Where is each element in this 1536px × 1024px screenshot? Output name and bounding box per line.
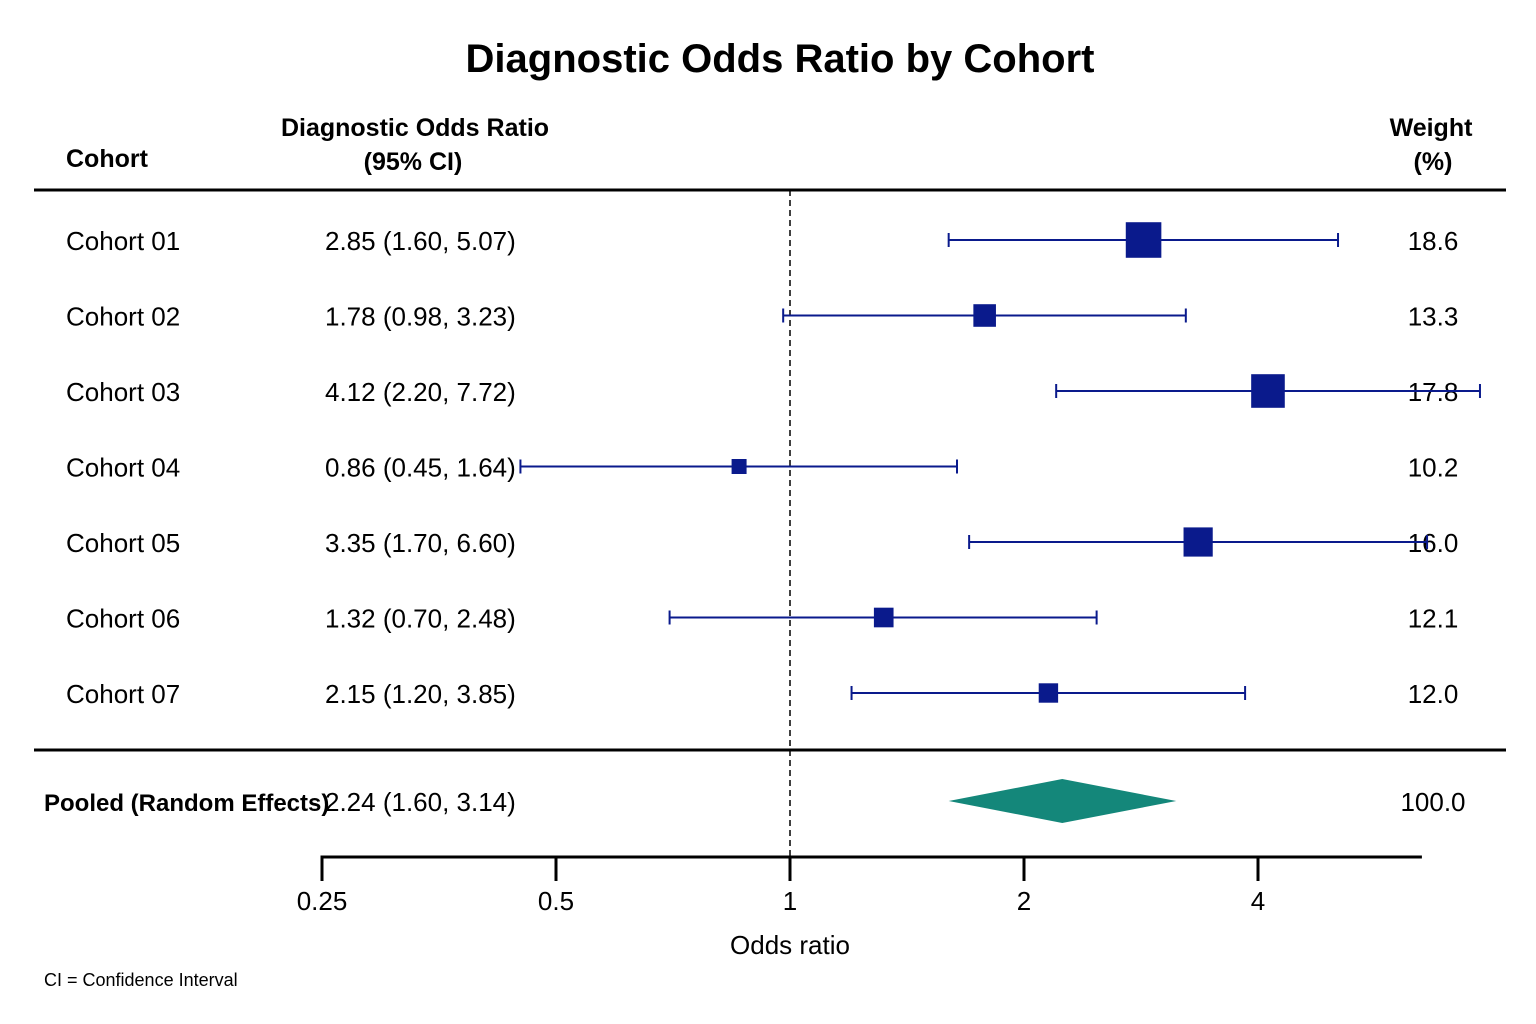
column-header-weight-line2: (%)	[1414, 148, 1453, 176]
study-ci-text: 2.85 (1.60, 5.07)	[325, 226, 516, 256]
column-header-cohort: Cohort	[66, 145, 149, 173]
study-label: Cohort 03	[66, 377, 180, 407]
chart-title: Diagnostic Odds Ratio by Cohort	[466, 37, 1095, 81]
study-marker	[1183, 527, 1213, 557]
study-ci-text: 2.15 (1.20, 3.85)	[325, 679, 516, 709]
study-marker	[1038, 683, 1059, 703]
study-ci-text: 4.12 (2.20, 7.72)	[325, 377, 516, 407]
x-tick-label: 0.5	[538, 886, 574, 916]
study-weight: 10.2	[1408, 453, 1459, 483]
pooled-label: Pooled (Random Effects)	[44, 790, 329, 817]
pooled-row: Pooled (Random Effects) 2.24 (1.60, 3.14…	[44, 779, 1466, 823]
study-ci-text: 3.35 (1.70, 6.60)	[325, 528, 516, 558]
pooled-ci-text: 2.24 (1.60, 3.14)	[325, 787, 516, 817]
study-row: Cohort 01 2.85 (1.60, 5.07) 18.6	[66, 222, 1458, 258]
study-row: Cohort 04 0.86 (0.45, 1.64) 10.2	[66, 453, 1458, 483]
study-ci-text: 0.86 (0.45, 1.64)	[325, 453, 516, 483]
study-row: Cohort 02 1.78 (0.98, 3.23) 13.3	[66, 302, 1458, 332]
study-label: Cohort 01	[66, 226, 180, 256]
study-weight: 12.0	[1408, 679, 1459, 709]
study-marker	[731, 459, 747, 474]
study-weight: 13.3	[1408, 302, 1459, 332]
study-row: Cohort 07 2.15 (1.20, 3.85) 12.0	[66, 679, 1458, 709]
x-tick-label: 4	[1251, 886, 1265, 916]
column-header-weight-line1: Weight	[1390, 114, 1474, 142]
pooled-weight: 100.0	[1400, 787, 1465, 817]
study-rows: Cohort 01 2.85 (1.60, 5.07) 18.6 Cohort 02 1…	[66, 222, 1481, 709]
x-tick-label: 1	[783, 886, 797, 916]
study-label: Cohort 07	[66, 679, 180, 709]
study-marker	[1251, 374, 1285, 408]
x-axis-label: Odds ratio	[730, 930, 850, 960]
footnote: CI = Confidence Interval	[44, 970, 238, 990]
x-tick-label: 0.25	[297, 886, 348, 916]
study-row: Cohort 06 1.32 (0.70, 2.48) 12.1	[66, 604, 1458, 634]
study-row: Cohort 05 3.35 (1.70, 6.60) 16.0	[66, 527, 1458, 558]
pooled-diamond	[948, 779, 1177, 823]
study-weight: 12.1	[1408, 604, 1459, 634]
study-ci-text: 1.32 (0.70, 2.48)	[325, 604, 516, 634]
study-marker	[973, 304, 996, 327]
study-marker	[1125, 222, 1162, 258]
study-marker	[873, 607, 894, 628]
study-row: Cohort 03 4.12 (2.20, 7.72) 17.8	[66, 374, 1481, 408]
column-header-estimate-line1: Diagnostic Odds Ratio	[281, 114, 549, 142]
study-label: Cohort 04	[66, 453, 180, 483]
column-header-estimate-line2: (95% CI)	[364, 148, 463, 176]
study-weight: 18.6	[1408, 226, 1459, 256]
study-label: Cohort 05	[66, 528, 180, 558]
x-tick-label: 2	[1017, 886, 1031, 916]
study-label: Cohort 06	[66, 604, 180, 634]
study-label: Cohort 02	[66, 302, 180, 332]
x-axis-ticks: 0.25 0.5 1 2 4	[297, 857, 1265, 916]
study-ci-text: 1.78 (0.98, 3.23)	[325, 302, 516, 332]
